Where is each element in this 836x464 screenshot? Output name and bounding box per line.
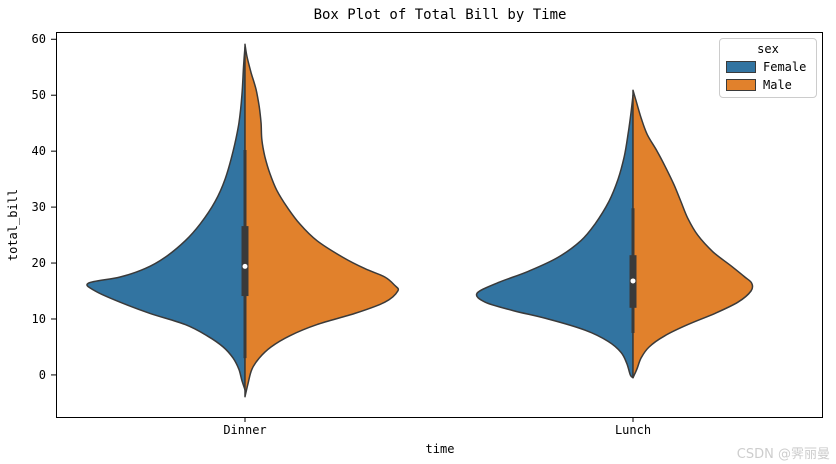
ytick-label-0: 0 bbox=[38, 368, 46, 382]
chart-title: Box Plot of Total Bill by Time bbox=[313, 7, 567, 23]
ytick-label-40: 40 bbox=[31, 144, 46, 158]
violin-dinner-male bbox=[244, 43, 400, 398]
legend-swatch-male bbox=[726, 79, 756, 91]
axis-ticks bbox=[51, 38, 634, 422]
legend-swatch-female bbox=[726, 61, 756, 73]
violin-lunch-female bbox=[475, 94, 634, 379]
watermark: CSDN @霁丽曼 bbox=[736, 447, 830, 462]
legend-entry-male: Male bbox=[726, 78, 810, 92]
y-axis-label: total_bill bbox=[6, 188, 20, 262]
ytick-label-30: 30 bbox=[31, 200, 46, 214]
ytick-label-50: 50 bbox=[31, 88, 46, 102]
median-dot-lunch bbox=[630, 278, 636, 284]
xtick-label-lunch: Lunch bbox=[614, 423, 652, 437]
inner-boxplots bbox=[241, 150, 637, 359]
violin-lunch-male bbox=[632, 89, 754, 379]
iqr-box-dinner bbox=[241, 226, 249, 297]
xtick-label-dinner: Dinner bbox=[223, 423, 267, 437]
ytick-label-60: 60 bbox=[31, 32, 46, 46]
violin-dinner-female bbox=[86, 46, 246, 391]
ytick-label-10: 10 bbox=[31, 312, 46, 326]
x-axis-label: time bbox=[425, 442, 455, 456]
legend-entry-female: Female bbox=[726, 60, 810, 74]
median-dot-dinner bbox=[242, 263, 248, 269]
ytick-label-20: 20 bbox=[31, 256, 46, 270]
legend-title: sex bbox=[757, 42, 779, 56]
legend-label-male: Male bbox=[763, 78, 792, 92]
legend: sex Female Male bbox=[719, 38, 817, 98]
legend-label-female: Female bbox=[763, 60, 807, 74]
violins bbox=[86, 43, 754, 398]
plot-frame bbox=[56, 32, 823, 418]
